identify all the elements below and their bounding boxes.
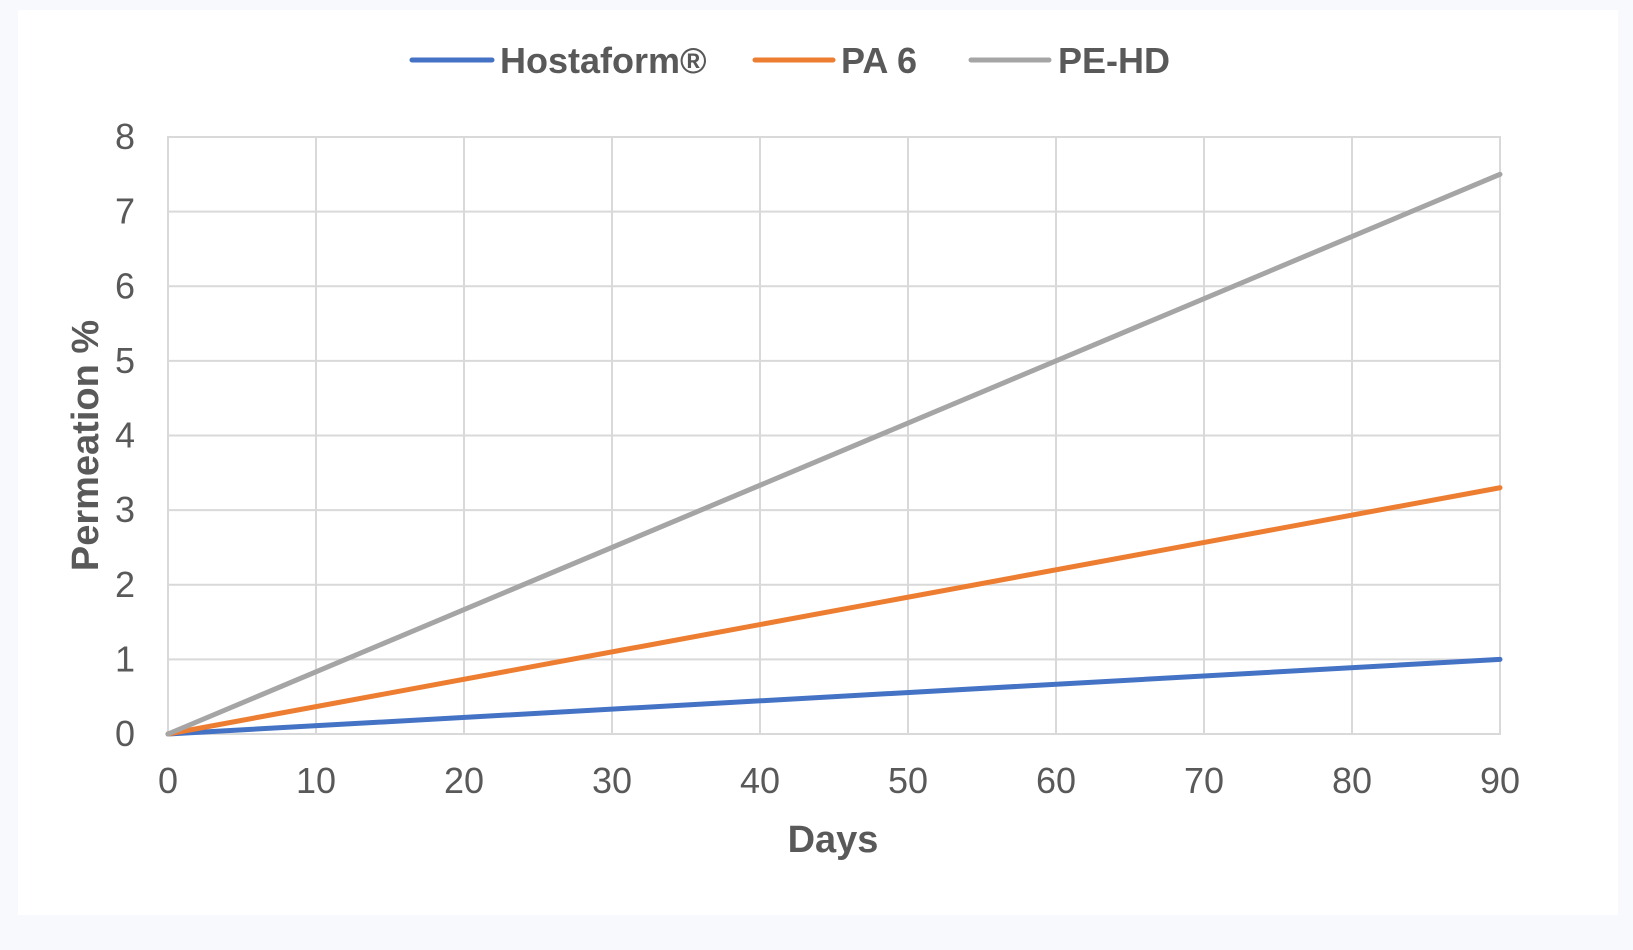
chart-panel: 0 1 2 3 4 5 6 7 8 0 10 20 30 40 50 60 70 80 90 Days Perme… (18, 10, 1618, 915)
x-tick-label: 20 (444, 760, 484, 801)
y-tick-label: 4 (115, 415, 135, 456)
x-tick-label: 70 (1184, 760, 1224, 801)
series-line-pe-hd (165, 171, 1503, 737)
x-tick-label: 50 (888, 760, 928, 801)
series-lines (165, 171, 1503, 737)
y-tick-label: 6 (115, 265, 135, 306)
x-tick-label: 30 (592, 760, 632, 801)
y-tick-label: 2 (115, 564, 135, 605)
y-axis-title: Permeation % (65, 320, 107, 571)
x-axis-title: Days (788, 819, 879, 861)
x-tick-label: 10 (296, 760, 336, 801)
legend-label: Hostaform® (500, 40, 707, 81)
legend-item: Hostaform® (409, 40, 707, 81)
line-chart: 0 1 2 3 4 5 6 7 8 0 10 20 30 40 50 60 70 80 90 Days Perme… (65, 40, 1520, 861)
x-tick-label: 60 (1036, 760, 1076, 801)
y-tick-label: 5 (115, 340, 135, 381)
legend-label: PA 6 (841, 40, 917, 81)
y-tick-label: 7 (115, 191, 135, 232)
legend-item: PA 6 (752, 40, 917, 81)
series-line-hostaform (165, 656, 1503, 737)
plot-area-border (167, 136, 1501, 735)
x-tick-label: 90 (1480, 760, 1520, 801)
y-tick-label: 3 (115, 489, 135, 530)
y-tick-label: 8 (115, 116, 135, 157)
x-tick-label: 80 (1332, 760, 1372, 801)
x-axis-ticks: 0 10 20 30 40 50 60 70 80 90 (158, 760, 1520, 801)
grid (167, 136, 1501, 735)
y-tick-label: 0 (115, 713, 135, 754)
x-tick-label: 40 (740, 760, 780, 801)
legend-label: PE-HD (1058, 40, 1170, 81)
y-axis-ticks: 0 1 2 3 4 5 6 7 8 (115, 116, 135, 754)
legend-item: PE-HD (968, 40, 1170, 81)
legend: Hostaform® PA 6 PE-HD (409, 40, 1170, 81)
y-tick-label: 1 (115, 638, 135, 679)
x-tick-label: 0 (158, 760, 178, 801)
series-line-pa-6 (165, 485, 1503, 737)
